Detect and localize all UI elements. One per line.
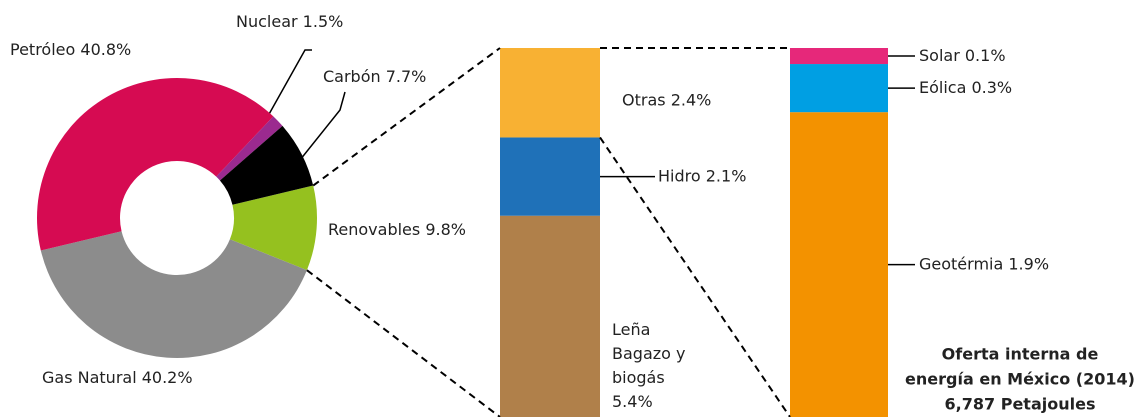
- label-value: 0.3%: [971, 78, 1012, 97]
- chart-title: energía en México (2014): [905, 370, 1135, 389]
- label-name: Renovables: [328, 220, 420, 239]
- label-value: 1.9%: [1008, 254, 1049, 273]
- label-value: 2.1%: [706, 166, 747, 185]
- bar-segment: [500, 137, 600, 216]
- bar-segment: [500, 48, 600, 138]
- data-label: Nuclear 1.5%: [236, 12, 343, 31]
- chart-subtitle: 6,787 Petajoules: [945, 395, 1096, 414]
- zoom-line: [599, 136, 791, 417]
- label-name: Nuclear: [236, 12, 298, 31]
- label-value: 9.8%: [425, 220, 466, 239]
- label-name: Eólica: [919, 78, 966, 97]
- label-text: Leña Bagazo y biogás: [612, 320, 686, 387]
- bar-segment: [500, 215, 600, 417]
- donut-slice: [37, 78, 274, 251]
- bar-segment: [790, 112, 888, 417]
- data-label: Otras 2.4%: [622, 90, 711, 109]
- label-name: Solar: [919, 46, 960, 65]
- bar-segment: [790, 64, 888, 113]
- chart-title: Oferta interna de: [942, 345, 1099, 364]
- leader-line: [299, 91, 346, 161]
- label-value: 40.8%: [80, 40, 131, 59]
- label-name: Petróleo: [10, 40, 75, 59]
- donut-slice: [219, 125, 314, 205]
- data-label: Geotérmia 1.9%: [919, 254, 1049, 273]
- donut-slice: [229, 185, 317, 271]
- label-value: 1.5%: [303, 12, 344, 31]
- label-name: Gas Natural: [42, 368, 137, 387]
- data-label: Renovables 9.8%: [328, 220, 466, 239]
- data-label: Leña Bagazo y biogás 5.4%: [612, 318, 702, 414]
- zoom-line: [306, 269, 501, 417]
- data-label: Gas Natural 40.2%: [42, 368, 193, 387]
- label-name: Carbón: [323, 67, 381, 86]
- leader-line: [267, 49, 312, 117]
- label-name: Geotérmia: [919, 254, 1003, 273]
- label-value: 0.1%: [965, 46, 1006, 65]
- label-name: Hidro: [658, 166, 701, 185]
- data-label: Petróleo 40.8%: [10, 40, 131, 59]
- data-label: Hidro 2.1%: [658, 166, 746, 185]
- zoom-line: [312, 47, 501, 187]
- data-label: Eólica 0.3%: [919, 78, 1012, 97]
- label-value: 7.7%: [386, 67, 427, 86]
- donut-slice: [40, 231, 307, 358]
- label-name: Otras: [622, 90, 666, 109]
- label-value: 2.4%: [671, 90, 712, 109]
- donut-slice: [216, 116, 283, 181]
- label-text: 5.4%: [612, 392, 653, 411]
- bar-segment: [790, 48, 888, 65]
- data-label: Solar 0.1%: [919, 46, 1006, 65]
- data-label: Carbón 7.7%: [323, 67, 426, 86]
- leña-label: Leña Bagazo y biogás 5.4%: [612, 318, 702, 414]
- label-value: 40.2%: [142, 368, 193, 387]
